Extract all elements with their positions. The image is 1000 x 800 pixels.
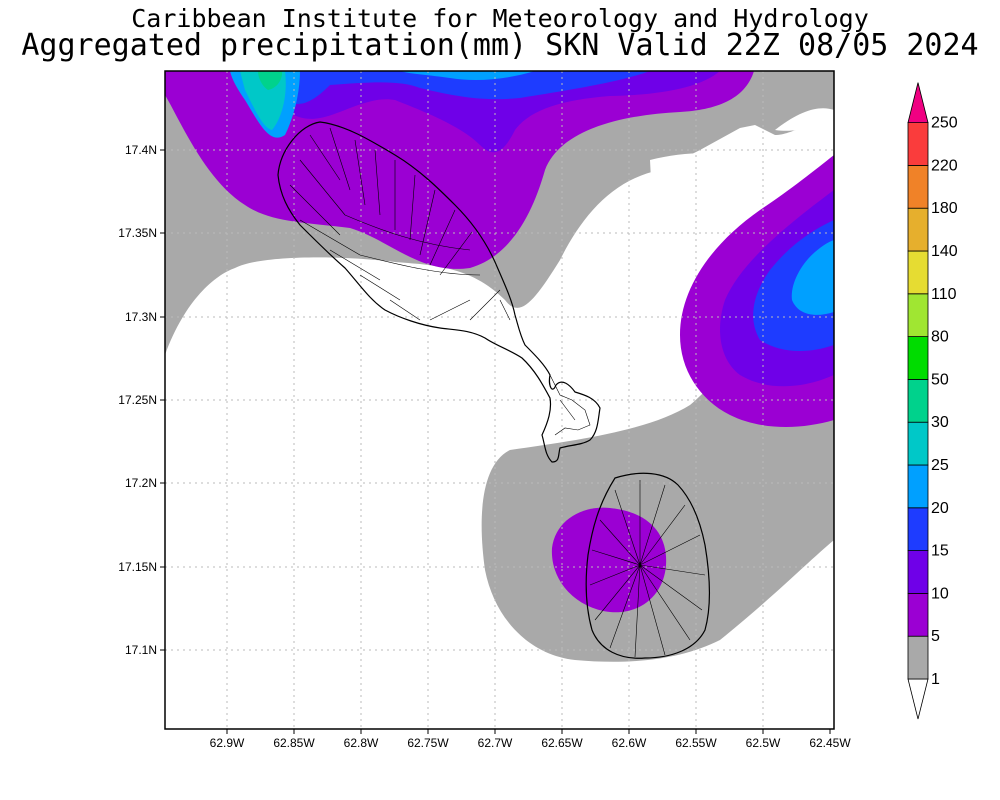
precip-area-5-10mm-north [165, 71, 754, 269]
precip-area-20-25mm-north [215, 71, 535, 138]
y-tick-label: 17.3N [125, 310, 157, 324]
colorbar-level-label: 1 [931, 671, 940, 688]
x-tick-label: 62.5W [746, 736, 781, 750]
colorbar-segment [907, 336, 929, 380]
colorbar-level-label: 15 [931, 543, 949, 560]
colorbar-level-label: 220 [931, 157, 958, 174]
colorbar-level-label: 5 [931, 628, 940, 645]
chart-title-product: Aggregated precipitation(mm) SKN Valid 2… [21, 28, 979, 63]
x-tick-label: 62.45W [809, 736, 851, 750]
colorbar-segment [907, 421, 929, 466]
colorbar-segment [907, 378, 929, 423]
x-tick-label: 62.9W [210, 736, 245, 750]
colorbar-level-label: 140 [931, 243, 958, 260]
x-tick-label: 62.85W [273, 736, 315, 750]
nevis-island [585, 472, 711, 659]
x-tick-label: 62.75W [407, 736, 449, 750]
axis-tick-marks [160, 149, 831, 734]
colorbar-level-label: 250 [931, 115, 958, 132]
precip-area-25-30mm-north-green [258, 71, 283, 90]
x-tick-label: 62.7W [478, 736, 513, 750]
y-tick-label: 17.4N [125, 143, 157, 157]
colorbar-segment [907, 207, 929, 252]
precip-area-below-1mm-corner [775, 108, 834, 131]
colorbar-level-label: 180 [931, 200, 958, 217]
colorbar-arrow-low [907, 678, 929, 720]
precip-area-5-10mm-nevis [551, 507, 667, 613]
chart-title-institute: Caribbean Institute for Meteorology and … [131, 4, 869, 33]
x-tick-label: 62.8W [344, 736, 379, 750]
colorbar-level-label: 10 [931, 585, 949, 602]
y-tick-label: 17.1N [125, 643, 157, 657]
colorbar-level-label: 80 [931, 329, 949, 346]
x-tick-label: 62.65W [541, 736, 583, 750]
x-tick-label: 62.6W [612, 736, 647, 750]
y-tick-label: 17.2N [125, 476, 157, 490]
precipitation-field [165, 71, 834, 662]
colorbar-segment [907, 293, 929, 337]
colorbar-segment [907, 593, 929, 637]
colorbar-segment [907, 507, 929, 551]
precip-area-20-25mm-east [791, 240, 834, 315]
y-tick-label: 17.25N [118, 393, 157, 407]
colorbar-segment [907, 122, 929, 166]
colorbar-segment [907, 464, 929, 509]
colorbar-segment [907, 550, 929, 594]
precip-area-below-1mm-hole [650, 153, 751, 218]
colorbar-level-label: 50 [931, 371, 949, 388]
x-tick-label: 62.55W [675, 736, 717, 750]
x-axis-labels: 62.9W 62.85W 62.8W 62.75W 62.7W 62.65W 6… [210, 736, 852, 750]
y-tick-label: 17.35N [118, 226, 157, 240]
y-axis-labels: 17.4N 17.35N 17.3N 17.25N 17.2N 17.15N 1… [118, 143, 157, 657]
colorbar-arrow-high [907, 82, 929, 123]
colorbar-level-label: 30 [931, 414, 949, 431]
colorbar-level-label: 110 [931, 286, 957, 303]
precip-area-15-20mm-north [205, 71, 650, 105]
colorbar-segment [907, 635, 929, 680]
colorbar-level-label: 20 [931, 500, 949, 517]
colorbar-segment [907, 250, 929, 295]
y-tick-label: 17.15N [118, 560, 157, 574]
colorbar-level-label: 25 [931, 457, 949, 474]
colorbar-segment [907, 164, 929, 209]
st-kitts-island [277, 121, 601, 463]
